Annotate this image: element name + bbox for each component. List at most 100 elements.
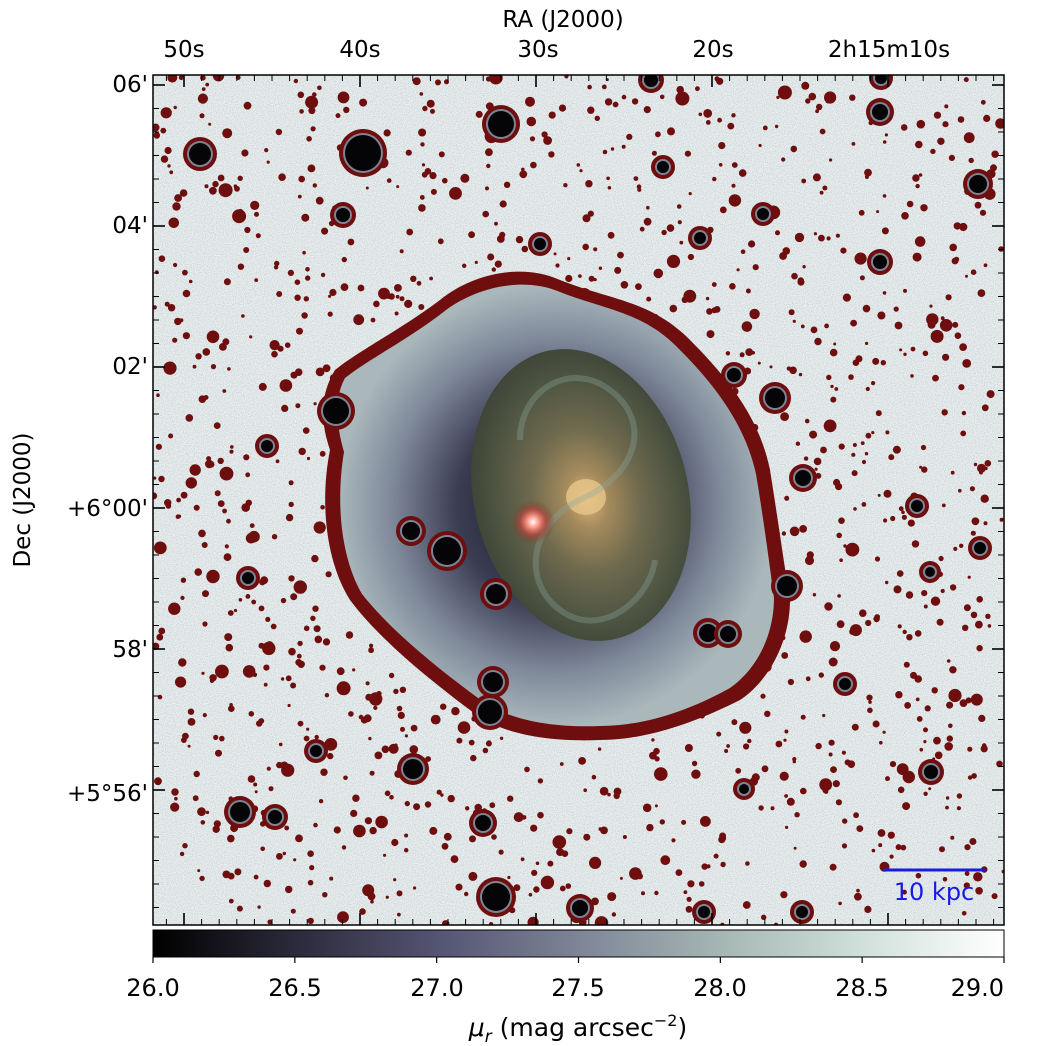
masked-source bbox=[885, 580, 889, 585]
masked-source bbox=[319, 664, 326, 671]
masked-source bbox=[637, 187, 642, 192]
masked-source bbox=[393, 688, 399, 695]
masked-source bbox=[985, 613, 991, 619]
masked-source bbox=[991, 150, 999, 158]
star-core bbox=[757, 208, 769, 220]
masked-source bbox=[686, 896, 692, 902]
masked-source bbox=[290, 593, 298, 601]
masked-source bbox=[936, 618, 944, 626]
masked-source bbox=[805, 676, 811, 682]
colorbar-ticks bbox=[152, 957, 1005, 963]
masked-source bbox=[277, 345, 284, 352]
masked-source bbox=[962, 624, 969, 631]
masked-source bbox=[889, 854, 894, 859]
masked-source bbox=[921, 466, 928, 473]
masked-source bbox=[526, 116, 537, 127]
masked-source bbox=[607, 792, 611, 797]
masked-source bbox=[939, 846, 945, 853]
masked-source bbox=[234, 185, 240, 192]
masked-source bbox=[440, 793, 444, 797]
masked-source bbox=[915, 872, 922, 879]
masked-source bbox=[429, 276, 433, 281]
masked-source bbox=[322, 364, 331, 373]
masked-source bbox=[215, 664, 229, 679]
star-core bbox=[657, 161, 669, 173]
masked-source bbox=[192, 364, 197, 369]
masked-source bbox=[251, 534, 257, 540]
masked-source bbox=[169, 170, 174, 175]
masked-source bbox=[212, 825, 220, 833]
masked-source bbox=[271, 534, 278, 540]
masked-source bbox=[836, 620, 845, 629]
masked-source bbox=[805, 556, 814, 566]
masked-source bbox=[818, 234, 825, 242]
masked-source bbox=[450, 855, 459, 863]
star-core bbox=[698, 906, 710, 918]
masked-source bbox=[875, 410, 882, 417]
masked-source bbox=[305, 95, 319, 109]
masked-source bbox=[716, 731, 722, 737]
masked-source bbox=[639, 226, 645, 232]
masked-source bbox=[735, 767, 742, 774]
masked-source bbox=[706, 330, 715, 339]
masked-source bbox=[853, 507, 857, 511]
masked-source bbox=[180, 491, 188, 499]
masked-source bbox=[288, 575, 295, 582]
masked-source bbox=[659, 94, 665, 100]
masked-source bbox=[751, 351, 755, 355]
masked-source bbox=[182, 269, 188, 276]
masked-source bbox=[153, 492, 158, 500]
masked-source bbox=[565, 883, 572, 889]
masked-source bbox=[999, 517, 1004, 522]
masked-source bbox=[906, 634, 913, 641]
masked-source bbox=[585, 180, 593, 188]
masked-source bbox=[327, 311, 333, 317]
masked-source bbox=[983, 263, 988, 268]
colorbar-tick-label: 28.5 bbox=[835, 974, 888, 1002]
masked-source bbox=[851, 452, 856, 457]
masked-source bbox=[237, 263, 245, 270]
masked-source bbox=[438, 151, 445, 158]
masked-source bbox=[785, 825, 789, 830]
masked-source bbox=[839, 558, 843, 562]
masked-source bbox=[952, 321, 959, 328]
masked-source bbox=[269, 340, 280, 351]
masked-source bbox=[937, 137, 945, 145]
star-core bbox=[699, 624, 717, 642]
masked-source bbox=[713, 306, 721, 313]
masked-source bbox=[856, 888, 860, 893]
masked-source bbox=[353, 824, 366, 838]
masked-source bbox=[712, 176, 717, 182]
colorbar-tick-label: 26.0 bbox=[126, 974, 179, 1002]
masked-source bbox=[588, 275, 595, 282]
masked-source bbox=[287, 269, 294, 276]
masked-source bbox=[276, 853, 283, 860]
masked-source bbox=[469, 835, 476, 843]
masked-source bbox=[217, 174, 225, 182]
masked-source bbox=[666, 254, 681, 268]
masked-source bbox=[468, 231, 475, 239]
masked-source bbox=[537, 778, 544, 784]
masked-source bbox=[912, 252, 922, 262]
masked-source bbox=[464, 891, 469, 897]
masked-source bbox=[885, 776, 890, 782]
masked-source bbox=[312, 605, 319, 612]
masked-source bbox=[413, 886, 417, 890]
masked-source bbox=[959, 699, 968, 707]
masked-source bbox=[485, 148, 493, 157]
star-core bbox=[242, 572, 254, 584]
masked-source bbox=[491, 834, 497, 840]
masked-source bbox=[761, 914, 767, 920]
masked-source bbox=[963, 882, 970, 889]
masked-source bbox=[233, 608, 238, 613]
masked-source bbox=[905, 591, 914, 599]
masked-source bbox=[195, 353, 202, 360]
masked-source bbox=[631, 98, 639, 105]
masked-source bbox=[498, 849, 504, 855]
masked-source bbox=[900, 844, 907, 851]
masked-source bbox=[447, 794, 455, 803]
masked-source bbox=[675, 91, 690, 106]
masked-source bbox=[948, 688, 962, 703]
masked-source bbox=[396, 185, 400, 189]
masked-source bbox=[850, 319, 857, 327]
